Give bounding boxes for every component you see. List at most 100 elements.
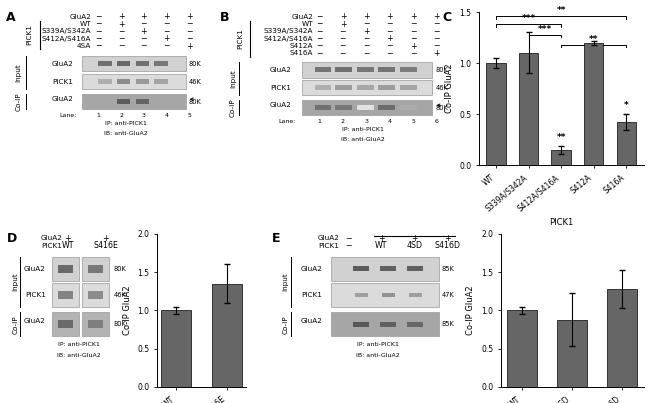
Text: −: −: [410, 27, 417, 36]
Bar: [335, 67, 352, 73]
Bar: [400, 67, 417, 73]
Bar: [117, 99, 130, 104]
Bar: [400, 105, 417, 110]
Text: Input: Input: [283, 272, 289, 291]
Bar: [378, 105, 395, 110]
Bar: [331, 283, 439, 307]
Text: GluA2: GluA2: [40, 235, 62, 241]
Text: S416D: S416D: [435, 241, 461, 250]
Text: +: +: [103, 234, 109, 243]
Text: 80K: 80K: [114, 321, 126, 327]
Bar: [154, 79, 168, 84]
Text: +: +: [433, 12, 440, 21]
Text: 80K: 80K: [188, 61, 202, 67]
Text: −: −: [95, 27, 102, 36]
Text: +: +: [340, 12, 346, 21]
Text: −: −: [433, 34, 440, 43]
Bar: [52, 283, 79, 307]
Text: 46K: 46K: [436, 85, 448, 91]
Text: −: −: [186, 27, 193, 36]
Text: IP: anti-PICK1: IP: anti-PICK1: [58, 342, 99, 347]
Text: GluA2: GluA2: [291, 14, 313, 20]
Text: IP: anti-PICK1: IP: anti-PICK1: [105, 121, 147, 126]
Text: GluA2: GluA2: [24, 266, 46, 272]
Text: −: −: [363, 49, 370, 58]
Text: 85K: 85K: [441, 266, 454, 272]
Text: Co-IP: Co-IP: [12, 315, 18, 334]
Text: ***: ***: [521, 15, 536, 23]
Text: 5: 5: [187, 112, 191, 118]
X-axis label: PICK1: PICK1: [549, 218, 573, 227]
Text: −: −: [317, 12, 323, 21]
Text: −: −: [363, 19, 370, 29]
Text: 1: 1: [318, 119, 322, 124]
Text: +: +: [340, 19, 346, 29]
Y-axis label: Co-IP GluA2: Co-IP GluA2: [467, 286, 475, 335]
Text: +: +: [363, 12, 370, 21]
Bar: [83, 257, 109, 281]
Bar: [557, 320, 587, 387]
Text: GluA2: GluA2: [318, 235, 339, 241]
Text: WT: WT: [80, 21, 91, 27]
Text: −: −: [387, 49, 393, 58]
Text: −: −: [317, 19, 323, 29]
Bar: [98, 79, 112, 84]
Bar: [98, 61, 112, 66]
Bar: [331, 312, 439, 336]
Bar: [135, 61, 149, 66]
Text: −: −: [433, 19, 440, 29]
Text: D: D: [6, 233, 17, 245]
Bar: [407, 322, 423, 327]
Text: −: −: [410, 19, 417, 29]
Text: WT: WT: [302, 21, 313, 27]
Text: PICK1: PICK1: [25, 292, 46, 298]
Bar: [52, 312, 79, 336]
Text: −: −: [410, 49, 417, 58]
Text: −: −: [410, 34, 417, 43]
Text: PICK1: PICK1: [270, 85, 291, 91]
Text: GluA2: GluA2: [270, 67, 291, 73]
Text: ***: ***: [538, 25, 552, 33]
Text: −: −: [387, 19, 393, 29]
Text: 1: 1: [97, 112, 100, 118]
Text: −: −: [95, 19, 102, 29]
Bar: [380, 322, 396, 327]
Bar: [117, 79, 130, 84]
Text: PICK1: PICK1: [237, 28, 244, 49]
Text: 4SD: 4SD: [406, 241, 422, 250]
Text: −: −: [118, 34, 125, 43]
Text: WT: WT: [61, 241, 74, 250]
Text: +: +: [433, 49, 440, 58]
Text: Input: Input: [12, 272, 18, 291]
Text: GluA2: GluA2: [70, 14, 91, 20]
Text: 80K: 80K: [436, 105, 448, 111]
Text: −: −: [317, 49, 323, 58]
Text: 46K: 46K: [114, 292, 126, 298]
Text: −: −: [340, 27, 346, 36]
Text: −: −: [387, 27, 393, 36]
Bar: [507, 310, 537, 387]
Text: −: −: [163, 42, 170, 50]
Text: +: +: [163, 12, 170, 21]
Text: +: +: [445, 234, 451, 243]
Bar: [358, 105, 374, 110]
Text: E: E: [272, 233, 280, 245]
Bar: [154, 61, 168, 66]
Bar: [302, 62, 432, 77]
Text: S339A/S342A: S339A/S342A: [42, 28, 91, 34]
Text: 2: 2: [341, 119, 345, 124]
Text: S339A/S342A: S339A/S342A: [264, 28, 313, 34]
Text: +: +: [378, 234, 385, 243]
Bar: [58, 320, 73, 328]
Bar: [82, 94, 186, 109]
Text: 5: 5: [411, 119, 415, 124]
Text: +: +: [118, 19, 125, 29]
Text: Co-IP: Co-IP: [230, 98, 236, 117]
Bar: [378, 67, 395, 73]
Text: GluA2: GluA2: [300, 266, 322, 272]
Text: +: +: [410, 42, 417, 50]
Text: +: +: [387, 34, 393, 43]
Text: −: −: [340, 34, 346, 43]
Text: +: +: [140, 27, 148, 36]
Bar: [135, 79, 149, 84]
